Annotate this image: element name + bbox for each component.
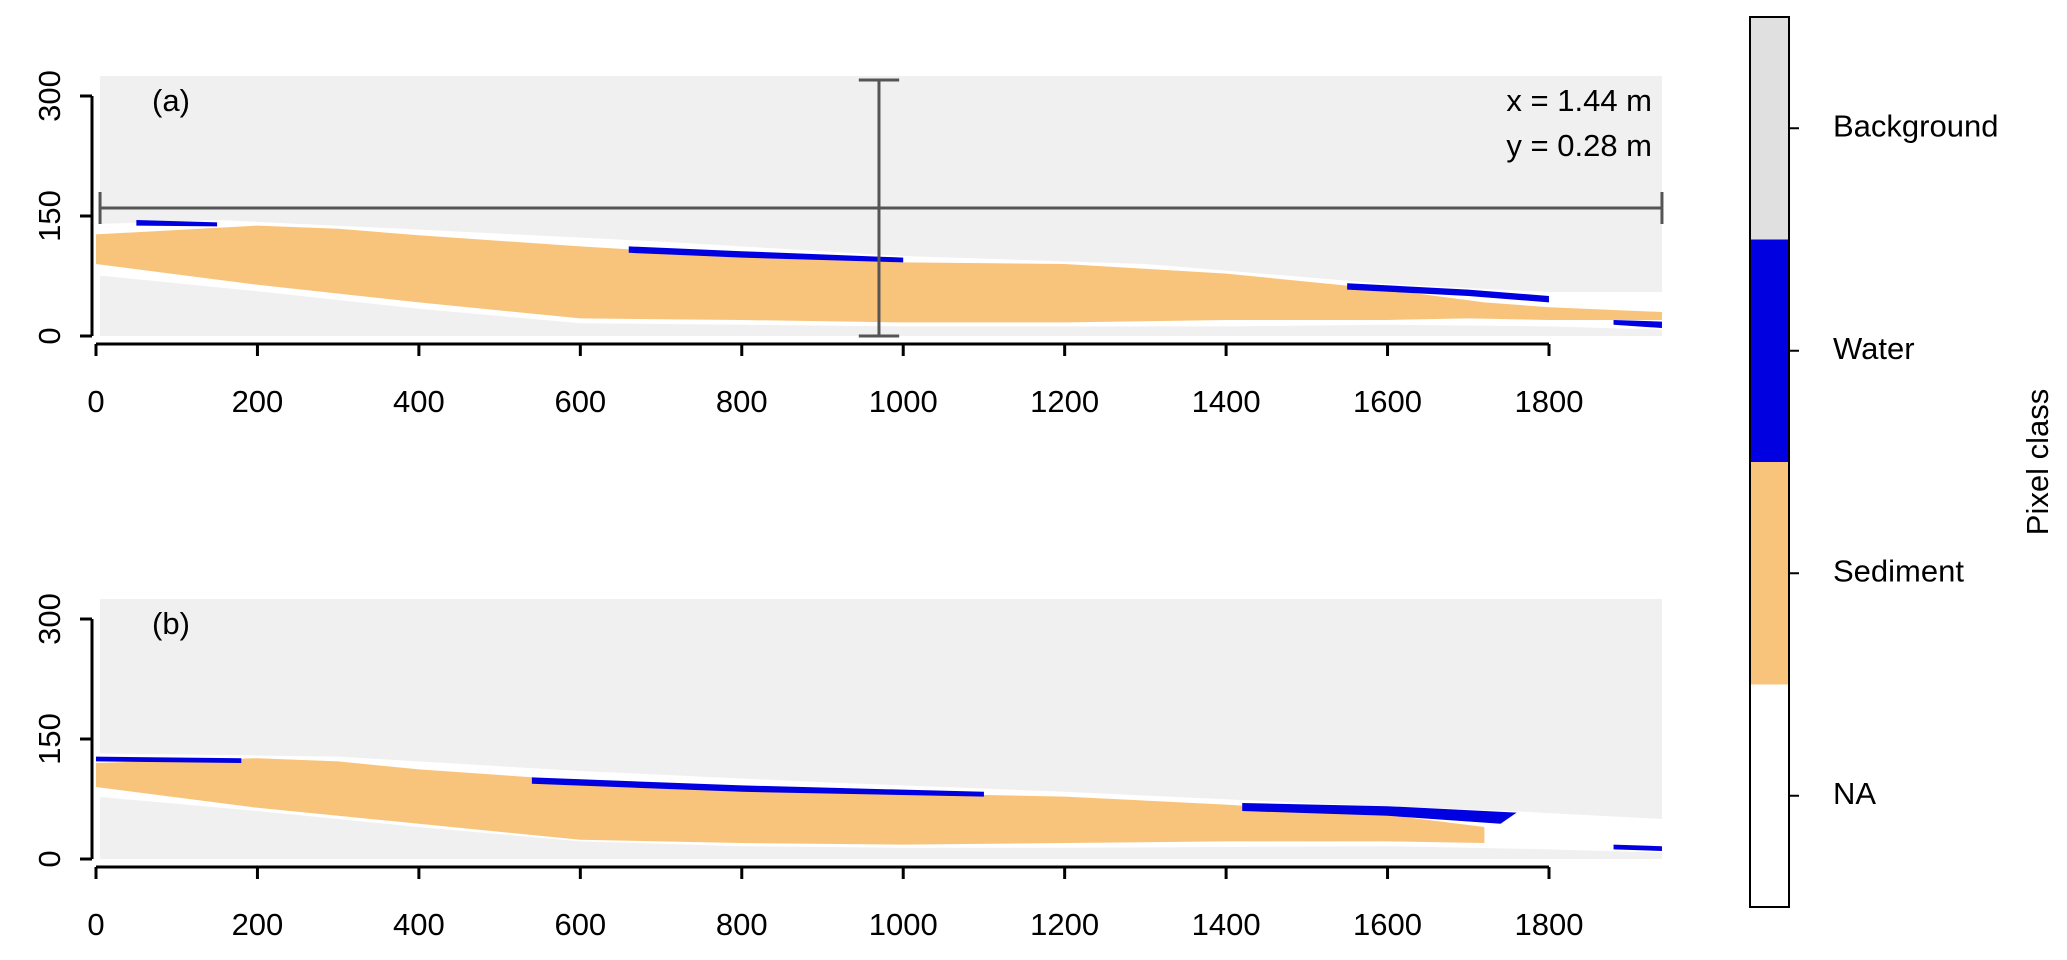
panel-label: (a) [152, 83, 190, 118]
x-tick-label: 600 [554, 384, 606, 419]
sediment-area [96, 758, 1485, 845]
raster-b [96, 599, 1662, 859]
x-tick-label: 400 [393, 907, 445, 942]
water-area [136, 220, 218, 227]
panel-label: (b) [152, 606, 190, 641]
x-tick-label: 800 [716, 384, 768, 419]
x-tick-label: 800 [716, 907, 768, 942]
y-tick-label: 300 [32, 593, 67, 645]
water-area [1242, 803, 1517, 824]
water-area [1613, 320, 1662, 328]
legend-swatch [1750, 684, 1789, 907]
x-tick-label: 0 [87, 907, 104, 942]
legend-swatch [1750, 17, 1789, 240]
x-tick-label: 1600 [1353, 907, 1422, 942]
scale-bar [100, 80, 1662, 336]
x-tick-label: 1000 [869, 384, 938, 419]
annotation: x = 1.44 m [1506, 83, 1652, 118]
legend-label: Sediment [1833, 553, 1964, 588]
legend-label: Water [1833, 331, 1915, 366]
water-area [531, 777, 984, 797]
x-tick-label: 400 [393, 384, 445, 419]
x-tick-label: 1400 [1192, 384, 1261, 419]
annotation: y = 0.28 m [1506, 128, 1652, 163]
y-tick-label: 300 [32, 70, 67, 122]
y-tick-label: 0 [32, 327, 67, 344]
x-tick-label: 1800 [1515, 907, 1584, 942]
x-tick-label: 1000 [869, 907, 938, 942]
x-tick-label: 200 [232, 384, 284, 419]
x-tick-label: 200 [232, 907, 284, 942]
y-tick-label: 150 [32, 713, 67, 765]
water-area [1613, 844, 1662, 851]
x-tick-label: 1600 [1353, 384, 1422, 419]
legend-label: NA [1833, 776, 1876, 811]
y-tick-label: 0 [32, 850, 67, 867]
x-tick-label: 1400 [1192, 907, 1261, 942]
x-tick-label: 1800 [1515, 384, 1584, 419]
legend-title: Pixel class [2020, 389, 2055, 535]
legend-label: Background [1833, 108, 1998, 143]
y-tick-label: 150 [32, 190, 67, 242]
legend-swatch [1750, 239, 1789, 462]
legend-frame [1749, 16, 1790, 908]
raster-a [96, 75, 1662, 336]
water-area [1347, 283, 1549, 303]
legend-swatch [1750, 462, 1789, 685]
x-tick-label: 1200 [1030, 384, 1099, 419]
water-area [628, 246, 904, 263]
x-tick-label: 600 [554, 907, 606, 942]
water-area [96, 756, 242, 763]
x-tick-label: 0 [87, 384, 104, 419]
x-tick-label: 1200 [1030, 907, 1099, 942]
